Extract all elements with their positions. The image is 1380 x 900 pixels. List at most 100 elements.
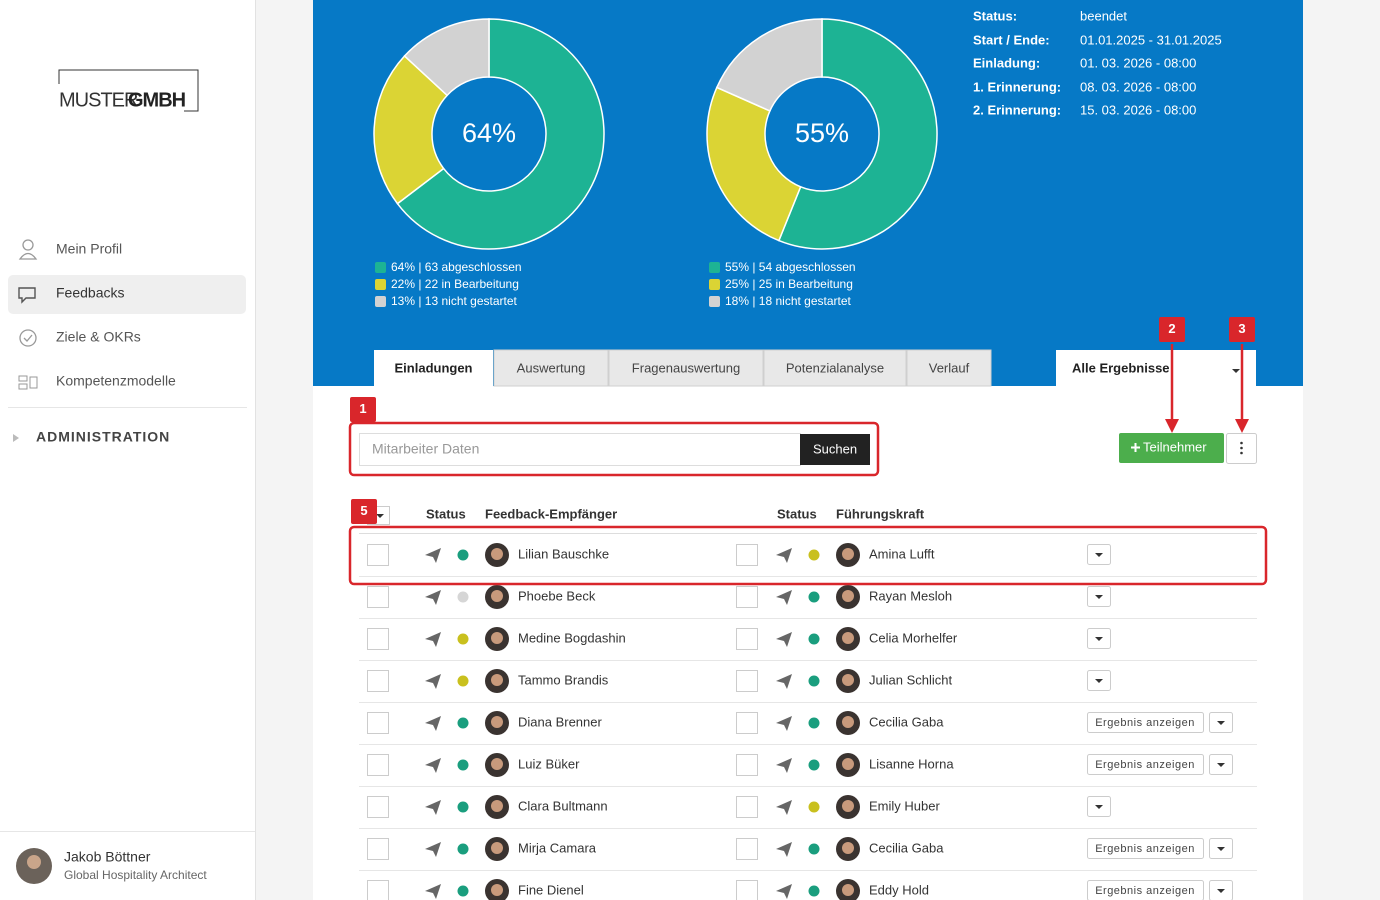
result-button[interactable] (1087, 838, 1204, 859)
status-dot (808, 633, 820, 645)
row-checkbox[interactable] (367, 628, 389, 650)
result-button-label[interactable]: Ergebnis anzeigen (1095, 717, 1195, 729)
annotation-arrowhead (1165, 419, 1179, 433)
send-icon (776, 590, 792, 605)
status-dot (457, 633, 469, 645)
tab[interactable] (608, 349, 764, 387)
result-button[interactable] (1087, 712, 1204, 733)
send-icon (776, 800, 792, 815)
row-checkbox[interactable] (367, 796, 389, 818)
legend-label: 55% | 54 abgeschlossen (725, 260, 856, 274)
tab-label[interactable]: Fragenauswertung (632, 360, 740, 375)
row-checkbox[interactable] (367, 880, 389, 900)
nav-item[interactable]: Feedbacks (56, 285, 124, 301)
manager-name: Cecilia Gaba (869, 840, 944, 855)
manager-name: Cecilia Gaba (869, 714, 944, 729)
result-button[interactable] (1087, 880, 1204, 900)
avatar-face (491, 842, 503, 854)
tab-label[interactable]: Auswertung (517, 360, 586, 375)
avatar-face (842, 716, 854, 728)
row-menu-caret (1217, 721, 1225, 725)
avatar-face (491, 674, 503, 686)
nav-admin[interactable]: ADMINISTRATION (36, 429, 170, 445)
user-avatar-face (27, 855, 41, 869)
result-button-label[interactable]: Ergebnis anzeigen (1095, 759, 1195, 771)
row-checkbox[interactable] (736, 628, 758, 650)
tab-label[interactable]: Verlauf (929, 360, 970, 375)
filter-label[interactable]: Alle Ergebnisse (1072, 360, 1170, 375)
status-dot (457, 675, 469, 687)
add-button[interactable] (1119, 433, 1224, 463)
sidebar (0, 0, 255, 900)
status-dot (808, 717, 820, 729)
select-all-caret (376, 514, 384, 518)
manager-name: Lisanne Horna (869, 756, 954, 771)
nav-active-bg (8, 275, 246, 314)
table-header: Status (426, 506, 466, 521)
tab[interactable] (493, 349, 609, 387)
row-checkbox[interactable] (367, 670, 389, 692)
tab[interactable] (763, 349, 907, 387)
result-button[interactable] (1087, 754, 1204, 775)
row-checkbox[interactable] (736, 754, 758, 776)
row-checkbox[interactable] (367, 544, 389, 566)
tab[interactable] (906, 349, 992, 387)
status-dot (457, 717, 469, 729)
manager-name: Amina Lufft (869, 546, 935, 561)
result-button-label[interactable]: Ergebnis anzeigen (1095, 843, 1195, 855)
annotation-badge (350, 397, 376, 422)
status-dot (457, 801, 469, 813)
tab-label[interactable]: Potenzialanalyse (786, 360, 884, 375)
nav-item[interactable]: Mein Profil (56, 241, 122, 257)
search-button[interactable] (800, 434, 870, 465)
row-menu-caret (1217, 847, 1225, 851)
nav-item[interactable]: Ziele & OKRs (56, 329, 141, 345)
icon-models (18, 383, 28, 390)
donut-segment (706, 86, 802, 242)
add-button-label[interactable]: Teilnehmer (1143, 439, 1207, 454)
row-checkbox[interactable] (736, 544, 758, 566)
annotation-number: 1 (359, 401, 366, 416)
row-checkbox[interactable] (736, 670, 758, 692)
row-checkbox[interactable] (367, 586, 389, 608)
annotation-number: 2 (1168, 321, 1175, 336)
donut-segment (373, 54, 449, 205)
table-header: Status (777, 506, 817, 521)
recipient-name: Fine Dienel (518, 882, 584, 897)
nav-item[interactable]: Kompetenzmodelle (56, 373, 176, 389)
search-button-label[interactable]: Suchen (813, 441, 857, 456)
annotation-badge (351, 499, 377, 524)
send-icon (425, 884, 441, 899)
status-dot (808, 549, 820, 561)
user-name: Jakob Böttner (64, 849, 151, 865)
search-placeholder: Mitarbeiter Daten (372, 441, 479, 457)
icon-goals (23, 334, 33, 342)
filter-select[interactable] (1056, 350, 1256, 386)
status-dot (808, 759, 820, 771)
row-checkbox[interactable] (736, 880, 758, 900)
send-icon (425, 632, 441, 647)
row-menu-caret (1095, 679, 1103, 683)
row-checkbox[interactable] (367, 712, 389, 734)
legend-label: 25% | 25 in Bearbeitung (725, 277, 853, 291)
recipient-name: Medine Bogdashin (518, 630, 626, 645)
tab-label[interactable]: Einladungen (395, 360, 473, 375)
row-checkbox[interactable] (736, 712, 758, 734)
annotation-arrowhead (1235, 419, 1249, 433)
table-header: Führungskraft (836, 506, 925, 521)
avatar-face (842, 674, 854, 686)
search-input[interactable] (359, 433, 801, 466)
legend-swatch (375, 296, 386, 307)
row-checkbox[interactable] (367, 754, 389, 776)
row-checkbox[interactable] (736, 586, 758, 608)
result-button-label[interactable]: Ergebnis anzeigen (1095, 885, 1195, 897)
user-role: Global Hospitality Architect (64, 868, 207, 882)
row-checkbox[interactable] (736, 838, 758, 860)
row-checkbox[interactable] (367, 838, 389, 860)
info-label: 1. Erinnerung: (973, 79, 1061, 94)
tab[interactable] (374, 350, 493, 386)
row-checkbox[interactable] (736, 796, 758, 818)
table-header: Feedback-Empfänger (485, 506, 617, 521)
row-menu-caret (1095, 805, 1103, 809)
